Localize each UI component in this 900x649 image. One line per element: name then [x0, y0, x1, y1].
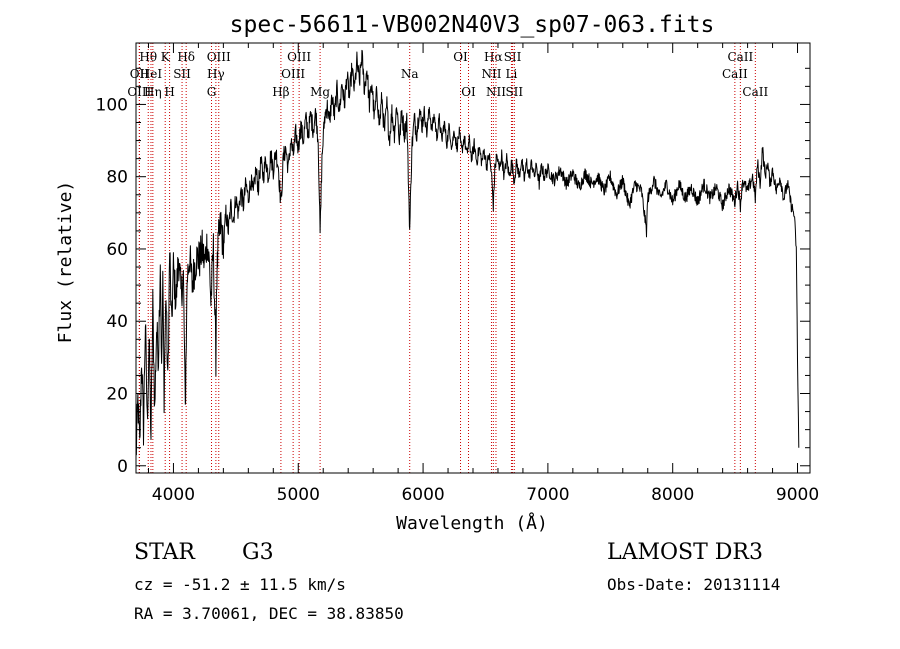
line-marker-label-2: OIII	[127, 85, 151, 99]
y-tick-label: 100	[96, 95, 128, 115]
line-marker-label-23: Li	[506, 67, 518, 81]
line-marker-label-15: Mg	[310, 85, 330, 99]
line-marker-label-12: Hβ	[272, 85, 289, 99]
y-tick-label: 0	[117, 457, 128, 477]
x-tick-label: 8000	[651, 485, 694, 505]
redshift-velocity: cz = -51.2 ± 11.5 km/s	[134, 575, 346, 594]
line-marker-label-0: Hθ	[139, 50, 157, 64]
ra-dec-coordinates: RA = 3.70061, DEC = 38.83850	[134, 604, 404, 623]
x-tick-label: 5000	[277, 485, 320, 505]
object-type: STAR	[134, 540, 195, 565]
y-tick-label: 20	[106, 385, 128, 405]
x-axis-label: Wavelength (Å)	[396, 512, 548, 534]
line-marker-label-26: CaII	[722, 67, 748, 81]
y-tick-label: 40	[106, 312, 128, 332]
line-marker-label-20: NII	[481, 67, 501, 81]
line-marker-label-21: NII	[486, 85, 506, 99]
line-marker-label-14: OIII	[281, 67, 305, 81]
spectrum-line	[135, 49, 800, 456]
line-marker-label-18: OI	[461, 85, 476, 99]
chart-title: spec-56611-VB002N40V3_sp07-063.fits	[230, 12, 715, 38]
line-marker-label-11: G	[207, 85, 217, 99]
survey-name: LAMOST DR3	[607, 540, 763, 565]
object-subclass: G3	[242, 540, 274, 565]
line-marker-label-7: SII	[173, 67, 191, 81]
line-marker-label-19: Hα	[484, 50, 503, 64]
y-tick-label: 60	[106, 240, 128, 260]
line-marker-label-3: HeI	[140, 67, 163, 81]
x-tick-label: 9000	[776, 485, 819, 505]
line-marker-label-9: OIII	[207, 50, 231, 64]
x-tick-label: 6000	[401, 485, 444, 505]
y-axis-label: Flux (relative)	[55, 181, 76, 344]
observation-date: Obs-Date: 20131114	[607, 575, 781, 594]
line-marker-label-16: Na	[401, 67, 419, 81]
line-marker-label-27: CaII	[742, 85, 768, 99]
x-tick-label: 7000	[526, 485, 569, 505]
line-marker-label-22: SII	[504, 50, 522, 64]
line-marker-label-5: K	[161, 50, 171, 64]
line-marker-label-25: CaII	[727, 50, 753, 64]
line-marker-label-24: SII	[505, 85, 523, 99]
line-marker-label-10: Hγ	[207, 67, 225, 81]
line-marker-label-8: Hδ	[177, 50, 195, 64]
plot-frame	[135, 42, 811, 474]
x-tick-label: 4000	[152, 485, 195, 505]
y-tick-label: 80	[106, 168, 128, 188]
line-marker-label-17: OI	[453, 50, 468, 64]
line-marker-label-4: Hη	[144, 85, 162, 99]
line-marker-label-13: OIII	[287, 50, 311, 64]
line-marker-label-6: H	[164, 85, 174, 99]
